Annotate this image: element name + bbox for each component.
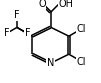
Text: F: F [25, 28, 30, 38]
Text: O: O [38, 0, 46, 9]
Text: N: N [47, 58, 54, 68]
Text: OH: OH [59, 0, 74, 9]
Text: F: F [14, 10, 20, 20]
Text: Cl: Cl [77, 24, 86, 34]
Text: F: F [4, 28, 9, 38]
Text: Cl: Cl [77, 57, 86, 67]
